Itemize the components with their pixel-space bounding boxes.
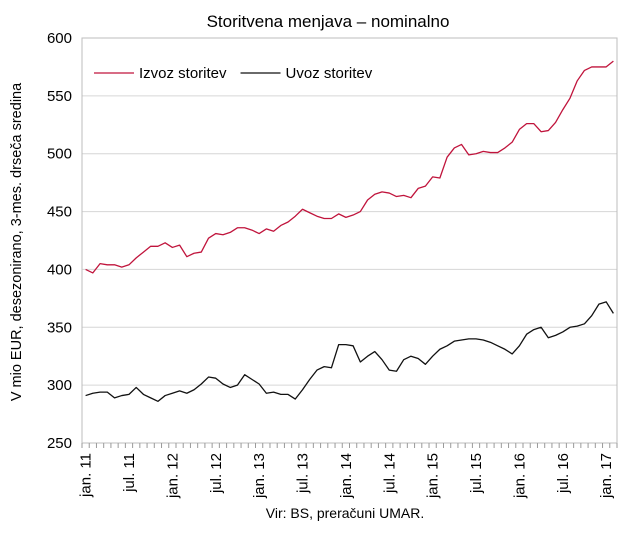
y-tick-label: 500 xyxy=(47,146,72,163)
series-line-uvoz xyxy=(85,301,614,402)
x-tick-label: jan. 16 xyxy=(511,453,528,499)
y-tick-label: 250 xyxy=(47,435,72,452)
source-note: Vir: BS, preračuni UMAR. xyxy=(266,505,424,521)
x-tick-label: jan. 14 xyxy=(338,453,355,499)
x-tick-label: jul. 15 xyxy=(468,453,485,494)
legend: Izvoz storitev Uvoz storitev xyxy=(94,65,373,82)
x-tick-label: jan. 15 xyxy=(425,453,442,499)
x-tick-label: jul. 12 xyxy=(208,453,225,494)
y-axis-label: V mio EUR, desezonirano, 3-mes. drseča s… xyxy=(9,82,25,401)
y-tick-label: 550 xyxy=(47,88,72,105)
y-tick-label: 300 xyxy=(47,377,72,394)
series-layer xyxy=(85,60,614,402)
x-tick-label: jan. 11 xyxy=(78,453,95,498)
x-tick-label: jul. 16 xyxy=(555,453,572,494)
y-tick-label: 400 xyxy=(47,261,72,278)
y-tick-label: 350 xyxy=(47,319,72,336)
legend-label-izvoz: Izvoz storitev xyxy=(139,65,227,82)
y-tick-label: 600 xyxy=(47,30,72,47)
x-tick-label: jul. 11 xyxy=(121,453,138,493)
x-tick-label: jan. 17 xyxy=(598,453,615,499)
chart-title: Storitvena menjava – nominalno xyxy=(207,12,450,31)
axes: 250 300 350 400 450 500 550 600 jan. 11 jul. 11 ja… xyxy=(47,30,618,499)
x-tick-label: jan. 12 xyxy=(164,453,181,499)
x-tick-label: jul. 13 xyxy=(295,453,312,494)
legend-label-uvoz: Uvoz storitev xyxy=(286,65,373,82)
series-line-izvoz xyxy=(85,60,614,274)
x-tick-label: jul. 14 xyxy=(381,453,398,494)
y-tick-label: 450 xyxy=(47,204,72,221)
x-tick-label: jan. 13 xyxy=(251,453,268,499)
